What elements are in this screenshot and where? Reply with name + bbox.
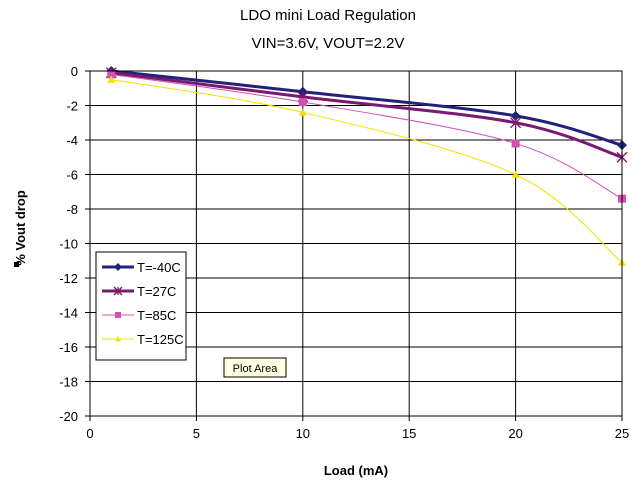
y-tick-label: -20 bbox=[59, 409, 78, 424]
y-tick-label: -6 bbox=[66, 168, 78, 183]
data-point bbox=[107, 75, 116, 83]
x-tick-label: 25 bbox=[615, 426, 629, 441]
tooltip-label: Plot Area bbox=[233, 363, 279, 375]
series-line bbox=[111, 73, 623, 200]
legend-item[interactable]: T=27C bbox=[102, 284, 176, 299]
series-layer bbox=[105, 66, 628, 266]
chart-subtitle: VIN=3.6V, VOUT=2.2V bbox=[252, 35, 405, 52]
series-4 bbox=[107, 75, 626, 266]
data-point bbox=[107, 70, 116, 79]
legend-marker bbox=[114, 263, 122, 271]
y-tick-label: -14 bbox=[59, 306, 78, 321]
series-line bbox=[111, 79, 623, 263]
data-point bbox=[510, 117, 522, 129]
x-tick-label: 15 bbox=[402, 426, 416, 441]
x-tick-label: 20 bbox=[508, 426, 522, 441]
legend-marker bbox=[115, 312, 121, 318]
legend[interactable]: T=-40C T=27C T=85C T=125C bbox=[95, 251, 187, 361]
x-tick-label: 10 bbox=[296, 426, 310, 441]
series-line bbox=[111, 71, 623, 159]
legend-item[interactable]: T=125C bbox=[102, 332, 184, 347]
data-point bbox=[298, 98, 307, 107]
y-tick-label: -2 bbox=[66, 99, 78, 114]
y-tick-label: -10 bbox=[59, 237, 78, 252]
y-axis-label: % Vout drop bbox=[13, 190, 28, 266]
data-point bbox=[511, 139, 520, 148]
legend-label: T=27C bbox=[137, 284, 176, 299]
y-tick-label: -16 bbox=[59, 340, 78, 355]
legend-marker bbox=[113, 286, 123, 296]
plot-border bbox=[89, 70, 623, 417]
legend-label: T=85C bbox=[137, 308, 176, 323]
legend-item[interactable]: T=-40C bbox=[102, 260, 181, 275]
series-line bbox=[111, 69, 623, 147]
legend-box bbox=[95, 251, 187, 361]
data-point bbox=[510, 110, 521, 121]
y-axis-ticks: 0 -2 -4 -6 -8 -10 -12 -14 -16 -18 -20 bbox=[59, 64, 90, 424]
y-axis-label-marker bbox=[14, 262, 19, 267]
legend-label: T=125C bbox=[137, 332, 184, 347]
legend-marker bbox=[115, 336, 121, 342]
x-axis-label: Load (mA) bbox=[324, 463, 388, 478]
data-point bbox=[511, 170, 520, 178]
y-tick-label: -8 bbox=[66, 202, 78, 217]
x-axis-ticks: 0 5 10 15 20 25 bbox=[86, 416, 629, 441]
y-tick-label: 0 bbox=[71, 64, 78, 79]
plot-area-tooltip: Plot Area bbox=[223, 357, 287, 378]
legend-item[interactable]: T=85C bbox=[102, 308, 176, 323]
x-tick-label: 0 bbox=[86, 426, 93, 441]
data-point bbox=[298, 108, 307, 116]
chart-title: LDO mini Load Regulation bbox=[240, 7, 416, 24]
y-axis-label-group: % Vout drop bbox=[13, 190, 28, 267]
y-tick-label: -4 bbox=[66, 133, 78, 148]
legend-label: T=-40C bbox=[137, 260, 181, 275]
y-tick-label: -12 bbox=[59, 271, 78, 286]
x-tick-label: 5 bbox=[193, 426, 200, 441]
y-tick-label: -18 bbox=[59, 375, 78, 390]
